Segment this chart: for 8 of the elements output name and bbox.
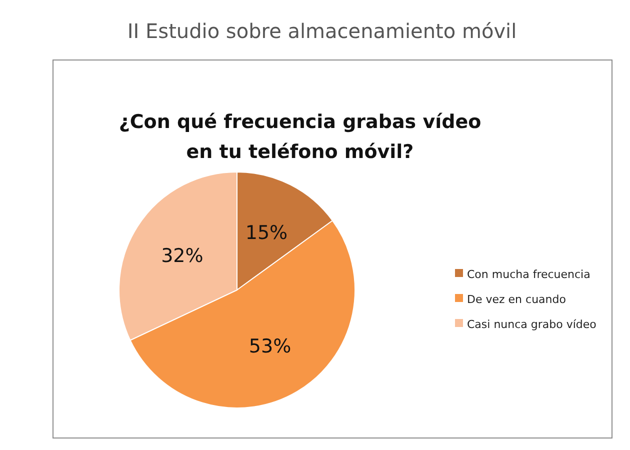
- legend-label: Con mucha frecuencia: [467, 268, 590, 281]
- data-label: 53%: [248, 336, 292, 358]
- legend-label: De vez en cuando: [467, 292, 566, 306]
- chart-subtitle: ¿Con qué frecuencia grabas vídeo en tu teléfono móvil?: [118, 111, 482, 163]
- chart-title: II Estudio sobre almacenamiento móvil: [127, 19, 517, 43]
- legend-label: Casi nunca grabo vídeo: [467, 318, 597, 331]
- data-label: 15%: [245, 222, 288, 244]
- data-label: 32%: [161, 244, 204, 267]
